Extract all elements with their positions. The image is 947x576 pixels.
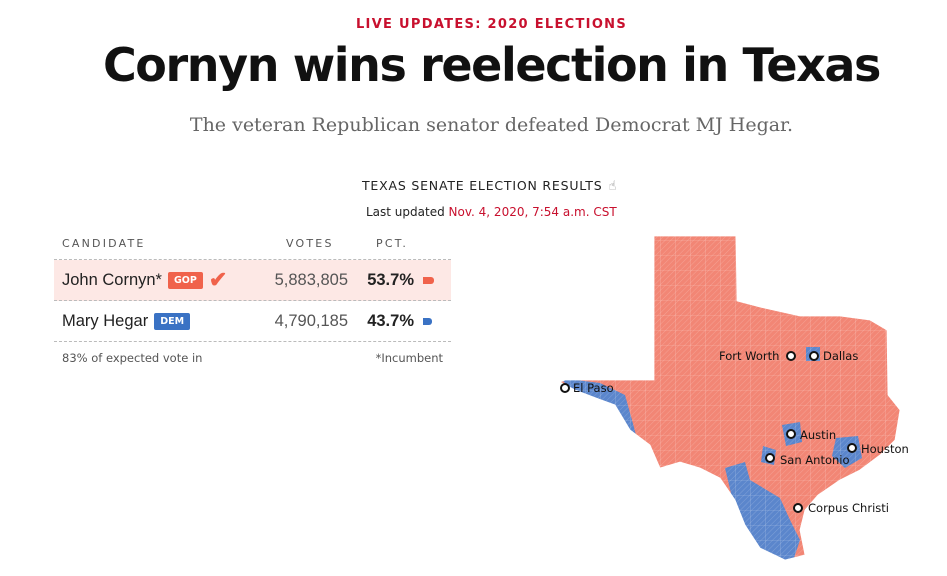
city-el-paso[interactable]: El Paso <box>560 381 614 395</box>
results-table: CANDIDATE VOTES PCT. John Cornyn* GOP ✔ 5,… <box>54 233 451 372</box>
candidate-name-text: John Cornyn* <box>62 271 162 289</box>
city-dallas[interactable]: Dallas <box>809 349 858 363</box>
vote-pct: 53.7% <box>367 271 414 289</box>
city-label: Corpus Christi <box>808 501 889 515</box>
column-candidate: CANDIDATE <box>62 237 146 250</box>
party-badge: DEM <box>154 313 191 330</box>
page-dek: The veteran Republican senator defeated … <box>189 114 794 136</box>
winner-check-icon: ✔ <box>208 267 228 292</box>
vote-pct-bar <box>423 318 432 325</box>
candidate-name-text: Mary Hegar <box>62 312 149 330</box>
table-footer: 83% of expected vote in *Incumbent <box>54 342 451 372</box>
table-row: John Cornyn* GOP ✔ 5,883,805 53.7% <box>54 260 451 301</box>
incumbent-note: *Incumbent <box>375 351 443 365</box>
last-updated-time: Nov. 4, 2020, 7:54 a.m. CST <box>448 205 617 219</box>
city-label: San Antonio <box>780 453 850 467</box>
candidate-name: John Cornyn* GOP ✔ <box>62 267 228 292</box>
section-kicker[interactable]: LIVE UPDATES: 2020 ELECTIONS <box>355 17 628 32</box>
party-badge: GOP <box>167 272 203 289</box>
city-label: Fort Worth <box>719 349 779 363</box>
city-label: Dallas <box>823 349 858 363</box>
city-san-antonio[interactable]: San Antonio <box>765 453 850 467</box>
page-headline: Cornyn wins reelection in Texas <box>102 38 881 92</box>
city-houston[interactable]: Houston <box>847 442 909 456</box>
column-votes: VOTES <box>286 237 334 250</box>
last-updated: Last updated Nov. 4, 2020, 7:54 a.m. CST <box>366 205 617 219</box>
city-austin[interactable]: Austin <box>786 428 836 442</box>
table-row: Mary Hegar DEM 4,790,185 43.7% <box>54 301 451 342</box>
expected-vote-note: 83% of expected vote in <box>62 351 203 365</box>
results-title: TEXAS SENATE ELECTION RESULTS ☝ <box>362 178 617 194</box>
vote-pct: 43.7% <box>367 312 414 330</box>
city-label: Austin <box>800 428 836 442</box>
vote-count: 5,883,805 <box>274 271 348 289</box>
vote-pct-bar <box>423 277 434 284</box>
vote-count: 4,790,185 <box>274 312 348 330</box>
city-fort-worth[interactable]: Fort Worth <box>719 349 796 363</box>
pointer-hand-icon: ☝ <box>608 179 618 194</box>
city-label: Houston <box>861 442 909 456</box>
column-pct: PCT. <box>376 237 409 250</box>
results-table-header: CANDIDATE VOTES PCT. <box>54 233 451 260</box>
city-corpus-christi[interactable]: Corpus Christi <box>793 501 889 515</box>
last-updated-label: Last updated <box>366 205 445 219</box>
candidate-name: Mary Hegar DEM <box>62 312 191 331</box>
city-label: El Paso <box>573 381 614 395</box>
results-title-text: TEXAS SENATE ELECTION RESULTS <box>362 178 603 193</box>
